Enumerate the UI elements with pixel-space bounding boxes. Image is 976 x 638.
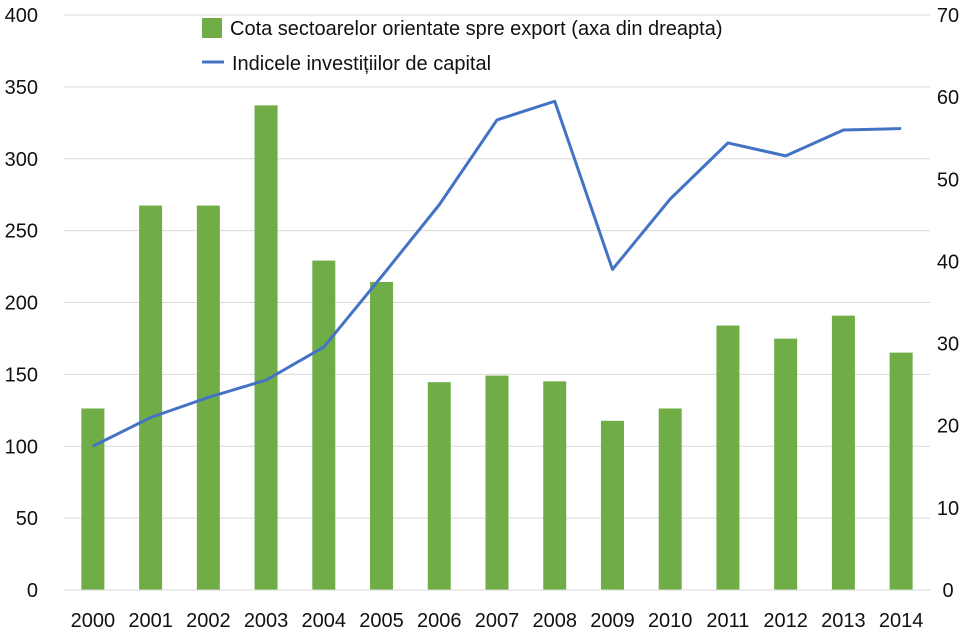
y-left-tick-label: 250 xyxy=(5,221,38,243)
x-tick-label: 2013 xyxy=(821,610,866,632)
y-left-tick-label: 200 xyxy=(5,293,38,315)
x-tick-label: 2003 xyxy=(244,610,289,632)
x-tick-label: 2004 xyxy=(302,610,347,632)
y-left-tick-label: 150 xyxy=(5,364,38,386)
x-tick-label: 2005 xyxy=(359,610,404,632)
bar xyxy=(139,205,163,591)
x-tick-label: 2007 xyxy=(475,610,520,632)
y-right-tick-label: 60 xyxy=(937,87,959,109)
right-axis-ticks: 0 10 20 30 40 50 60 70 xyxy=(937,5,959,602)
y-right-tick-label: 50 xyxy=(937,169,959,191)
y-left-tick-label: 100 xyxy=(5,436,38,458)
bar xyxy=(889,352,913,590)
x-tick-label: 2000 xyxy=(71,610,116,632)
legend: Cota sectoarelor orientate spre export (… xyxy=(202,18,723,75)
y-right-tick-label: 10 xyxy=(937,498,959,520)
y-left-tick-label: 50 xyxy=(16,508,38,530)
y-right-tick-label: 20 xyxy=(937,416,959,438)
x-axis-ticks: 2000 2001 2002 2003 2004 2005 2006 2007 2008 2009… xyxy=(71,610,924,632)
bar xyxy=(543,381,567,590)
y-left-tick-label: 0 xyxy=(27,580,38,602)
bar-series xyxy=(81,105,913,591)
bar xyxy=(370,281,394,590)
x-tick-label: 2014 xyxy=(879,610,924,632)
x-tick-label: 2006 xyxy=(417,610,462,632)
legend-line-label: Indicele investițiilor de capital xyxy=(232,53,491,75)
line-series xyxy=(92,99,902,448)
bar xyxy=(312,260,336,590)
bar xyxy=(427,382,451,590)
bar xyxy=(81,408,105,590)
x-tick-label: 2012 xyxy=(763,610,808,632)
y-right-tick-label: 0 xyxy=(942,580,953,602)
bar xyxy=(658,408,682,590)
y-right-tick-label: 40 xyxy=(937,251,959,273)
y-left-tick-label: 300 xyxy=(5,149,38,171)
y-right-tick-label: 70 xyxy=(937,5,959,27)
bar xyxy=(254,105,278,590)
x-tick-label: 2010 xyxy=(648,610,693,632)
bar xyxy=(774,338,798,590)
x-tick-label: 2009 xyxy=(590,610,635,632)
x-tick-label: 2001 xyxy=(128,610,173,632)
legend-bar-label: Cota sectoarelor orientate spre export (… xyxy=(230,18,723,40)
x-tick-label: 2011 xyxy=(706,610,749,632)
left-axis-ticks: 0 50 100 150 200 250 300 350 400 xyxy=(5,5,38,602)
x-tick-label: 2002 xyxy=(186,610,231,632)
y-left-tick-label: 400 xyxy=(5,5,38,27)
y-left-tick-label: 350 xyxy=(5,77,38,99)
bar xyxy=(485,375,509,590)
bar xyxy=(831,315,855,590)
bar xyxy=(600,420,624,590)
legend-bar-swatch xyxy=(202,18,222,38)
bar xyxy=(716,325,740,590)
x-tick-label: 2008 xyxy=(532,610,577,632)
y-right-tick-label: 30 xyxy=(937,334,959,356)
